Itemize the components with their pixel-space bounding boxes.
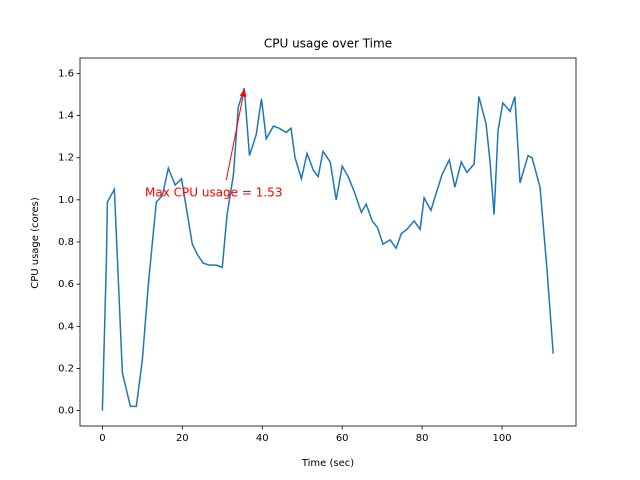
plot-frame bbox=[79, 57, 577, 427]
chart-title: CPU usage over Time bbox=[264, 37, 392, 51]
y-tick-label: 1.2 bbox=[58, 153, 74, 164]
y-tick-label: 0.0 bbox=[58, 406, 74, 417]
x-tick-label: 40 bbox=[256, 433, 269, 444]
y-tick-label: 1.0 bbox=[58, 195, 74, 206]
y-tick-label: 0.6 bbox=[58, 279, 74, 290]
y-axis-label: CPU usage (cores) bbox=[30, 197, 41, 289]
x-tick-label: 80 bbox=[416, 433, 429, 444]
x-tick-label: 60 bbox=[336, 433, 349, 444]
y-tick-label: 0.8 bbox=[58, 237, 74, 248]
x-tick-label: 0 bbox=[99, 433, 105, 444]
y-tick-label: 1.4 bbox=[58, 111, 74, 122]
y-tick-label: 1.6 bbox=[58, 68, 74, 79]
annotation: Max CPU usage = 1.53 bbox=[145, 186, 282, 200]
annotation-arrow bbox=[225, 89, 247, 181]
x-tick-label: 20 bbox=[176, 433, 189, 444]
y-tick-label: 0.2 bbox=[58, 363, 74, 374]
y-tick-label: 0.4 bbox=[58, 321, 74, 332]
x-axis-label: Time (sec) bbox=[301, 458, 354, 469]
line bbox=[101, 87, 554, 411]
x-tick-label: 100 bbox=[493, 433, 512, 444]
